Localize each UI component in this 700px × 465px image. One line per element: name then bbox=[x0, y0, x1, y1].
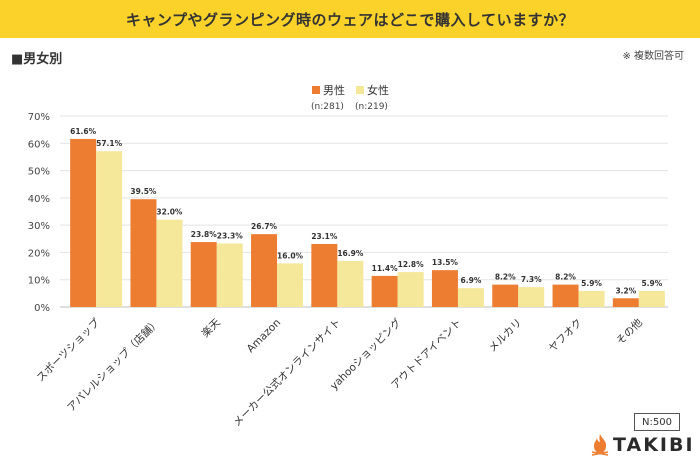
data-label: 16.0% bbox=[277, 251, 304, 260]
y-tick-label: 30% bbox=[28, 221, 50, 232]
legend-sample: (n:281) bbox=[311, 102, 344, 112]
data-label: 8.2% bbox=[555, 273, 576, 282]
legend-label: 男性 bbox=[323, 83, 345, 97]
data-label: 8.2% bbox=[495, 273, 516, 282]
data-label: 61.6% bbox=[70, 127, 97, 136]
bar bbox=[578, 290, 605, 307]
flame-icon bbox=[591, 434, 609, 456]
bar bbox=[337, 260, 364, 307]
title-bar: キャンプやグランピング時のウェアはどこで購入していますか？ bbox=[0, 0, 700, 38]
bar bbox=[96, 151, 123, 307]
data-label: 12.8% bbox=[398, 260, 425, 269]
category-label: ヤフオク bbox=[547, 317, 585, 355]
bar bbox=[492, 284, 519, 307]
data-label: 11.4% bbox=[372, 264, 399, 273]
bar bbox=[552, 284, 579, 307]
bar bbox=[156, 219, 183, 307]
data-label: 57.1% bbox=[96, 139, 123, 148]
y-tick-label: 0% bbox=[34, 303, 50, 314]
data-label: 23.3% bbox=[217, 231, 244, 240]
takibi-logo: TAKIBI bbox=[590, 433, 695, 457]
multiple-answer-note: ※ 複数回答可 bbox=[622, 51, 684, 62]
y-tick-label: 70% bbox=[28, 112, 50, 123]
logo-text: TAKIBI bbox=[613, 434, 695, 456]
data-label: 3.2% bbox=[615, 286, 636, 295]
bar bbox=[397, 272, 424, 307]
y-tick-label: 20% bbox=[28, 248, 50, 259]
bar bbox=[518, 287, 545, 307]
data-label: 23.8% bbox=[191, 230, 218, 239]
data-label: 5.9% bbox=[641, 279, 662, 288]
legend-swatch bbox=[312, 86, 320, 94]
category-label: メルカリ bbox=[486, 317, 524, 355]
data-label: 39.5% bbox=[130, 187, 157, 196]
page-title: キャンプやグランピング時のウェアはどこで購入していますか？ bbox=[125, 10, 575, 29]
bar bbox=[311, 243, 338, 307]
legend-swatch bbox=[356, 86, 364, 94]
data-label: 13.5% bbox=[432, 258, 459, 267]
bar bbox=[251, 234, 278, 307]
data-label: 26.7% bbox=[251, 222, 278, 231]
bar bbox=[457, 288, 484, 307]
data-label: 5.9% bbox=[581, 279, 602, 288]
category-label: スポーツショップ bbox=[35, 316, 103, 384]
bar bbox=[371, 275, 398, 307]
legend-label: 女性 bbox=[367, 83, 389, 97]
category-label: メーカー公式オンラインサイト bbox=[230, 316, 343, 429]
bar bbox=[612, 298, 639, 307]
chart-subtitle: ■男女別 bbox=[11, 52, 63, 67]
category-label: その他 bbox=[614, 316, 646, 348]
y-tick-label: 50% bbox=[28, 167, 50, 178]
y-tick-label: 40% bbox=[28, 194, 50, 205]
bar bbox=[431, 270, 458, 307]
data-label: 7.3% bbox=[521, 275, 542, 284]
data-label: 16.9% bbox=[337, 249, 364, 258]
category-label: Amazon bbox=[245, 317, 283, 355]
bar bbox=[130, 199, 157, 307]
legend-sample: (n:219) bbox=[355, 102, 388, 112]
y-tick-label: 10% bbox=[28, 276, 50, 287]
y-tick-label: 60% bbox=[28, 139, 50, 150]
data-label: 32.0% bbox=[156, 208, 183, 217]
bar bbox=[190, 242, 217, 307]
bar bbox=[638, 290, 665, 307]
bar bbox=[277, 263, 304, 307]
bar bbox=[216, 243, 243, 307]
sample-size-box: N:500 bbox=[634, 413, 680, 431]
data-label: 6.9% bbox=[461, 276, 482, 285]
category-label: 楽天 bbox=[199, 316, 223, 340]
data-label: 23.1% bbox=[311, 232, 338, 241]
bar bbox=[70, 138, 97, 307]
